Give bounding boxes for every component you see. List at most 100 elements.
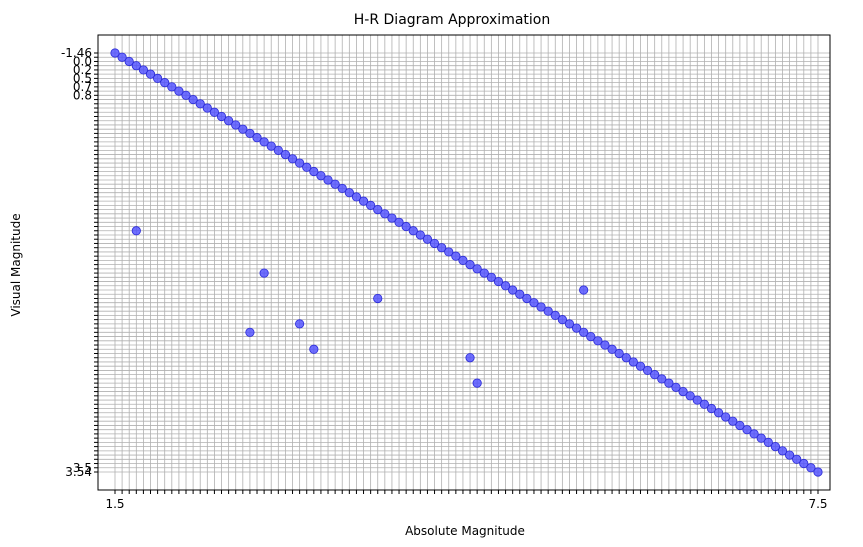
data-point bbox=[500, 281, 511, 291]
data-point bbox=[600, 340, 610, 350]
data-point bbox=[202, 103, 212, 113]
data-point bbox=[273, 145, 283, 155]
data-point bbox=[231, 120, 241, 130]
y-tick-label: 0.5 bbox=[73, 71, 92, 85]
data-point bbox=[699, 399, 709, 409]
data-point bbox=[188, 94, 198, 105]
data-point bbox=[650, 370, 660, 380]
x-tick-label-first: 1.5 bbox=[105, 497, 124, 511]
y-tick-label: 0.8 bbox=[73, 88, 92, 102]
data-point bbox=[685, 391, 695, 401]
data-points bbox=[110, 48, 823, 477]
data-point bbox=[735, 420, 745, 431]
y-tick-label: 3.54 bbox=[65, 465, 92, 479]
data-point bbox=[323, 175, 333, 185]
data-point bbox=[678, 386, 688, 397]
data-point bbox=[309, 344, 319, 354]
x-axis-label: Absolute Magnitude bbox=[405, 524, 525, 538]
data-point bbox=[422, 234, 433, 244]
data-point bbox=[387, 213, 397, 223]
data-point bbox=[181, 90, 191, 100]
data-point bbox=[131, 61, 141, 71]
data-point bbox=[515, 289, 525, 299]
data-point bbox=[472, 378, 482, 388]
y-tick-label: -1.46 bbox=[61, 46, 92, 60]
data-point bbox=[373, 204, 383, 215]
grid bbox=[98, 35, 830, 490]
data-point bbox=[245, 128, 255, 139]
data-point bbox=[401, 221, 411, 232]
data-point bbox=[784, 450, 795, 460]
data-point bbox=[465, 260, 475, 270]
data-point bbox=[174, 86, 184, 96]
data-point bbox=[465, 353, 475, 363]
data-point bbox=[160, 78, 170, 88]
data-point bbox=[245, 327, 255, 337]
data-point bbox=[479, 268, 489, 278]
data-point bbox=[543, 306, 553, 316]
data-point bbox=[408, 226, 418, 236]
x-tick-label-last: 7.5 bbox=[808, 497, 827, 511]
data-point bbox=[713, 408, 724, 418]
data-point bbox=[792, 454, 802, 464]
data-point bbox=[756, 433, 766, 443]
data-point bbox=[799, 458, 809, 469]
data-point bbox=[671, 382, 681, 392]
data-point bbox=[124, 56, 134, 67]
data-point bbox=[557, 315, 567, 325]
data-point bbox=[280, 149, 291, 160]
data-point bbox=[259, 268, 269, 278]
data-point bbox=[145, 69, 156, 79]
y-axis-label: Visual Magnitude bbox=[9, 213, 23, 316]
data-point bbox=[259, 137, 269, 147]
data-point bbox=[664, 378, 674, 388]
y-tick-label: 0.0 bbox=[73, 54, 92, 68]
data-point bbox=[692, 395, 702, 405]
y-tick-label: 3.5 bbox=[73, 461, 92, 475]
data-point bbox=[266, 141, 276, 151]
data-point bbox=[437, 243, 447, 253]
data-point bbox=[742, 425, 752, 435]
data-point bbox=[472, 264, 482, 274]
data-point bbox=[309, 166, 319, 177]
data-point bbox=[209, 107, 220, 117]
data-point bbox=[486, 272, 496, 282]
data-point bbox=[721, 412, 731, 422]
y-tick-label: 0.2 bbox=[73, 63, 92, 77]
data-point bbox=[117, 52, 127, 62]
data-point bbox=[153, 73, 163, 83]
y-axis-ticks: -1.460.00.20.50.70.8 3.53.54 bbox=[61, 46, 98, 479]
data-point bbox=[493, 276, 504, 287]
data-point bbox=[628, 357, 638, 367]
data-point bbox=[110, 48, 120, 58]
data-point bbox=[749, 429, 759, 439]
data-point bbox=[138, 65, 149, 75]
data-point bbox=[252, 133, 262, 143]
data-point bbox=[167, 82, 177, 92]
data-point bbox=[777, 446, 788, 456]
data-point bbox=[763, 437, 773, 447]
data-point bbox=[770, 442, 780, 452]
data-point bbox=[728, 416, 738, 426]
data-point bbox=[458, 255, 468, 265]
data-point bbox=[380, 209, 390, 219]
plot-frame bbox=[97, 34, 831, 491]
data-point bbox=[238, 124, 248, 134]
data-point bbox=[216, 111, 227, 122]
data-point bbox=[571, 323, 582, 333]
data-point bbox=[444, 247, 454, 257]
data-point bbox=[344, 188, 354, 198]
data-point bbox=[295, 158, 305, 168]
data-point bbox=[522, 293, 532, 304]
data-point bbox=[621, 353, 631, 363]
y-tick-label: 0.7 bbox=[73, 80, 92, 94]
data-point bbox=[806, 463, 816, 473]
data-point bbox=[508, 285, 518, 295]
data-point bbox=[579, 285, 589, 295]
data-point bbox=[295, 319, 305, 329]
data-point bbox=[287, 154, 298, 164]
data-point bbox=[593, 336, 603, 346]
data-point bbox=[302, 162, 312, 172]
data-point bbox=[351, 192, 362, 202]
